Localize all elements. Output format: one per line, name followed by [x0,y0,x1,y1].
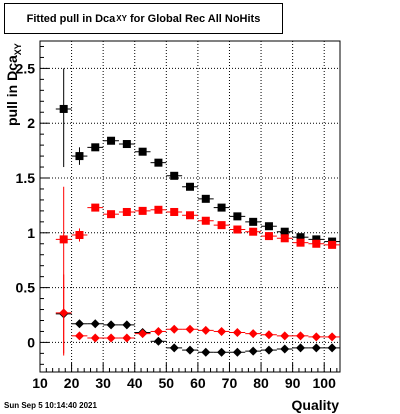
data-point-square [328,240,337,249]
data-point-square [91,203,100,212]
data-point-square [280,234,289,243]
y-tick-label: 2 [27,115,35,131]
data-point-square [170,171,179,180]
data-point-diamond [327,343,337,353]
data-point-square [280,227,289,236]
data-point-diamond [311,332,321,342]
data-point-square [59,235,68,244]
data-point-diamond [264,345,274,355]
x-tick-label: 80 [253,375,269,391]
data-point-diamond [90,319,100,329]
data-point-square [312,235,321,244]
data-point-square [186,211,194,220]
data-point-square [264,222,273,231]
data-point-diamond [327,332,337,342]
data-point-diamond [232,347,242,357]
data-point-diamond [296,343,306,353]
data-point-diamond [185,345,195,355]
data-point-diamond [106,333,116,343]
x-tick-label: 10 [32,375,48,391]
data-point-diamond [264,330,274,340]
data-point-square [91,143,100,152]
y-axis-title: pull in DcaXY [4,43,23,126]
date-stamp: Sun Sep 5 10:14:40 2021 [4,401,97,410]
data-point-square [217,221,226,230]
y-tick-label: 1.5 [16,170,36,186]
data-point-square [296,238,305,247]
data-point-diamond [232,328,242,338]
data-point-square [138,206,147,215]
y-tick-label: 0 [27,334,35,350]
data-point-diamond [59,308,69,318]
data-point-square [264,232,273,241]
y-tick-label: 1 [27,225,35,241]
data-point-diamond [201,325,211,335]
x-axis-title: Quality [291,397,339,413]
x-tick-label: 30 [95,375,111,391]
data-point-square [107,210,116,219]
data-point-square [75,230,84,239]
y-tick-label: 2.5 [16,60,36,76]
data-point-diamond [74,319,84,329]
data-point-square [138,147,147,156]
data-point-square [217,203,226,212]
data-point-square [186,182,194,191]
chart-title-prefix: Fitted pull in Dca [26,12,116,25]
data-point-square [233,212,242,221]
data-point-diamond [185,324,195,334]
y-axis-title-subscript: XY [13,43,23,56]
data-point-square [201,194,210,203]
data-point-square [122,140,131,149]
data-point-diamond [153,336,163,346]
data-point-square [154,158,163,167]
data-point-diamond [138,329,148,339]
data-point-diamond [153,326,163,336]
chart-title: Fitted pull in Dca XY for Global Rec All N… [4,3,283,34]
data-point-diamond [248,329,258,339]
data-point-diamond [106,320,116,330]
x-tick-label: 70 [222,375,238,391]
x-tick-label: 50 [159,375,175,391]
plot-frame [39,40,341,373]
data-point-square [59,104,68,113]
x-tick-label: 40 [127,375,143,391]
data-point-diamond [217,347,227,357]
data-point-diamond [122,333,132,343]
data-point-diamond [201,347,211,357]
x-tick-label: 20 [64,375,80,391]
chart-title-subscript: XY [116,14,127,23]
data-point-square [170,207,179,216]
y-axis-title-main: pull in Dca [4,55,20,126]
x-tick-label: 60 [190,375,206,391]
data-point-diamond [169,343,179,353]
data-point-diamond [122,320,132,330]
data-point-diamond [311,343,321,353]
data-point-diamond [280,344,290,354]
data-point-square [312,239,321,248]
data-point-diamond [217,326,227,336]
data-point-square [154,205,163,214]
data-point-square [107,136,116,145]
data-point-diamond [248,346,258,356]
y-tick-label: 0.5 [16,280,36,296]
data-point-square [122,207,131,216]
data-point-diamond [169,324,179,334]
data-point-diamond [296,331,306,341]
data-point-square [75,152,84,161]
data-point-square [249,217,258,226]
data-point-diamond [90,333,100,343]
data-point-square [233,225,242,234]
x-tick-label: 90 [285,375,301,391]
data-point-diamond [280,331,290,341]
plot-area [40,41,340,372]
data-point-diamond [74,331,84,341]
chart-title-suffix: for Global Rec All NoHits [129,12,261,25]
data-point-square [201,216,210,225]
data-point-square [296,233,305,242]
data-point-square [249,227,258,236]
x-tick-label: 100 [313,375,337,391]
